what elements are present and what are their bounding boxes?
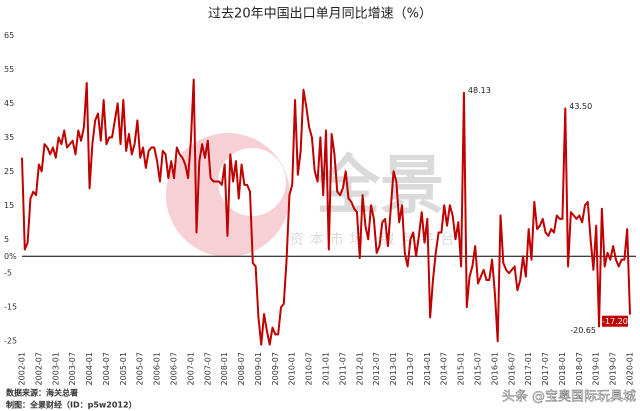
x-tick-label: 2016-01 [490,352,499,385]
x-tick-label: 2005-07 [136,352,145,385]
value-label: 48.13 [468,86,491,95]
x-tick-label: 2008-01 [220,352,229,385]
value-label-box [602,315,628,327]
x-tick-label: 2006-07 [170,352,179,385]
x-tick-label: 2015-01 [457,352,466,385]
y-tick-label: 25 [4,167,14,176]
x-tick-label: 2009-07 [271,352,280,385]
x-tick-label: 2006-01 [153,352,162,385]
x-tick-label: 2008-07 [237,352,246,385]
x-tick-label: 2002-01 [18,352,27,385]
y-tick-label: -25 [4,337,17,346]
value-label: -20.65 [570,326,596,335]
y-tick-label: 15 [4,201,14,210]
x-tick-label: 2019-01 [592,352,601,385]
x-tick-label: 2017-07 [541,352,550,385]
source: 数据来源：海关总署 [6,388,78,398]
x-tick-label: 2003-07 [68,352,77,385]
x-tick-label: 2009-01 [254,352,263,385]
x-tick-label: 2005-01 [119,352,128,385]
y-tick-label: 55 [4,65,14,74]
x-tick-label: 2020-01 [626,352,635,385]
x-tick-label: 2002-07 [34,352,43,385]
y-tick-label: 35 [4,133,14,142]
x-tick-label: 2007-01 [186,352,195,385]
chart-title: 过去20年中国出口单月同比增速（%） [208,7,432,22]
x-tick-label: 2014-07 [440,352,449,385]
x-tick-label: 2007-07 [203,352,212,385]
x-tick-label: 2004-01 [85,352,94,385]
x-tick-label: 2019-07 [609,352,618,385]
data-line [21,78,631,346]
y-tick-label: 0% [4,252,17,261]
x-tick-label: 2004-07 [102,352,111,385]
x-tick-label: 2010-07 [305,352,314,385]
y-tick-label: -5 [4,269,12,278]
x-tick-label: 2010-01 [288,352,297,385]
y-tick-label: 5 [4,235,9,244]
y-tick-label: 45 [4,99,14,108]
x-tick-label: 2015-07 [474,352,483,385]
x-tick-label: 2017-01 [524,352,533,385]
x-tick-label: 2016-07 [507,352,516,385]
x-tick-label: 2003-01 [51,352,60,385]
x-tick-label: 2012-07 [372,352,381,385]
x-tick-label: 2014-01 [423,352,432,385]
x-tick-label: 2012-01 [355,352,364,385]
value-label: -17.20 [602,317,628,326]
x-tick-label: 2011-07 [338,352,347,385]
x-tick-label: 2013-07 [406,352,415,385]
x-tick-label: 2018-07 [575,352,584,385]
credit: 制图：全景财经（ID：p5w2012） [6,400,137,410]
x-tick-label: 2018-01 [558,352,567,385]
value-label: 43.50 [569,102,592,111]
y-tick-label: -15 [4,303,17,312]
y-tick-label: 65 [4,31,14,40]
x-tick-label: 2011-01 [322,352,331,385]
x-tick-label: 2013-01 [389,352,398,385]
watermark-account: 头条 @宝奥国际玩具城 [502,389,636,405]
